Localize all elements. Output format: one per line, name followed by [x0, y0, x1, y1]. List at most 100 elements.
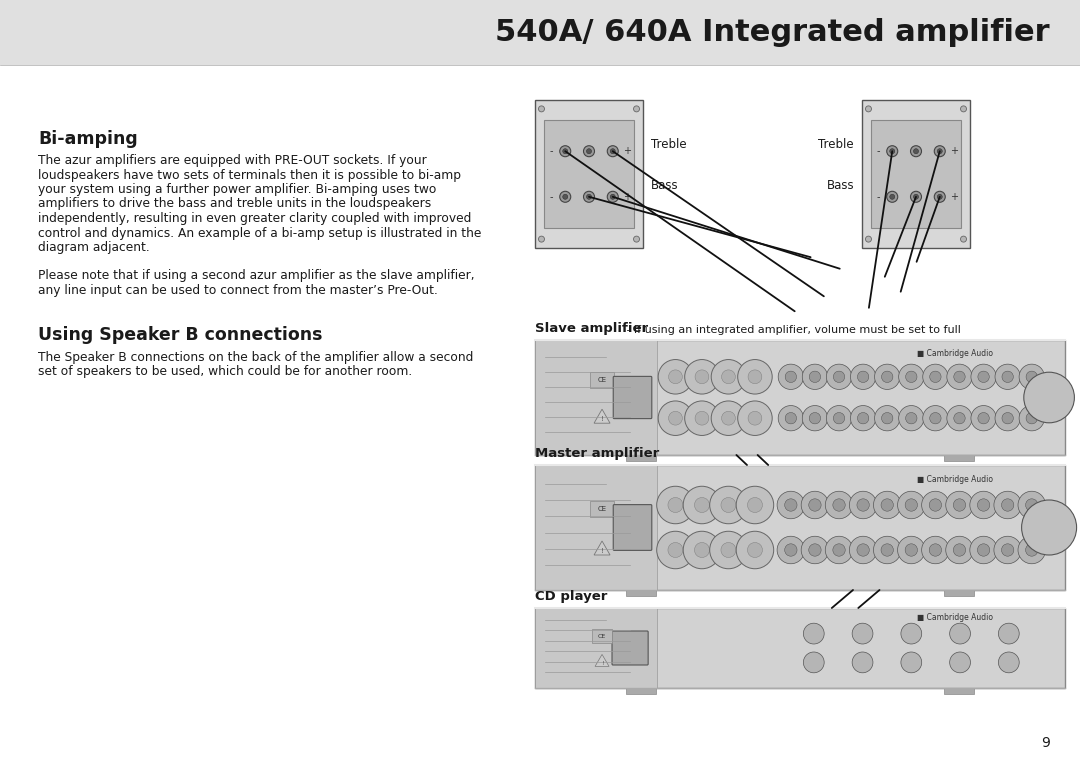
Circle shape	[929, 499, 942, 511]
Circle shape	[779, 406, 804, 431]
Circle shape	[737, 486, 773, 523]
Text: Master amplifier: Master amplifier	[535, 447, 659, 460]
Circle shape	[710, 531, 747, 568]
Circle shape	[721, 411, 735, 425]
Circle shape	[881, 413, 893, 424]
Circle shape	[658, 401, 692, 436]
Circle shape	[834, 371, 845, 382]
Circle shape	[586, 195, 592, 199]
Bar	[944, 455, 974, 461]
Bar	[626, 590, 656, 596]
Text: +: +	[949, 192, 958, 201]
Circle shape	[785, 499, 797, 511]
Circle shape	[748, 411, 761, 425]
Circle shape	[634, 106, 639, 112]
Circle shape	[607, 192, 618, 202]
Circle shape	[998, 652, 1020, 673]
Circle shape	[559, 146, 570, 156]
Text: Bass: Bass	[651, 179, 678, 192]
Text: diagram adjacent.: diagram adjacent.	[38, 241, 150, 254]
Circle shape	[995, 406, 1021, 431]
Circle shape	[934, 146, 945, 156]
Circle shape	[881, 371, 893, 382]
Bar	[535, 608, 657, 688]
Circle shape	[897, 491, 926, 519]
Circle shape	[897, 536, 926, 564]
Circle shape	[995, 364, 1021, 389]
Circle shape	[914, 149, 918, 153]
Circle shape	[610, 149, 616, 153]
Circle shape	[737, 531, 773, 568]
Bar	[535, 340, 657, 455]
Circle shape	[669, 411, 683, 425]
Circle shape	[834, 413, 845, 424]
Circle shape	[954, 544, 966, 556]
Circle shape	[1026, 413, 1038, 424]
Text: 540A/ 640A Integrated amplifier: 540A/ 640A Integrated amplifier	[496, 18, 1050, 47]
Circle shape	[954, 371, 966, 382]
Circle shape	[658, 359, 692, 394]
Circle shape	[947, 406, 972, 431]
Circle shape	[977, 499, 989, 511]
Polygon shape	[594, 541, 610, 555]
Circle shape	[586, 149, 592, 153]
Circle shape	[669, 370, 683, 384]
Bar	[626, 455, 656, 461]
Circle shape	[852, 623, 873, 644]
Circle shape	[778, 491, 805, 519]
Circle shape	[826, 406, 852, 431]
Circle shape	[946, 491, 973, 519]
Bar	[592, 629, 612, 643]
Circle shape	[685, 401, 719, 436]
Circle shape	[921, 491, 949, 519]
Bar	[535, 100, 643, 248]
Text: loudspeakers have two sets of terminals then it is possible to bi-amp: loudspeakers have two sets of terminals …	[38, 169, 461, 182]
Circle shape	[905, 544, 918, 556]
Circle shape	[721, 542, 735, 558]
Circle shape	[607, 146, 618, 156]
FancyBboxPatch shape	[613, 376, 652, 419]
Circle shape	[947, 364, 972, 389]
Circle shape	[998, 623, 1020, 644]
Circle shape	[901, 652, 921, 673]
Circle shape	[1018, 491, 1045, 519]
Circle shape	[970, 536, 997, 564]
Circle shape	[1026, 544, 1038, 556]
Circle shape	[901, 623, 921, 644]
Circle shape	[906, 413, 917, 424]
Circle shape	[881, 499, 893, 511]
Polygon shape	[595, 655, 609, 666]
Circle shape	[748, 370, 761, 384]
Circle shape	[875, 364, 900, 389]
Text: amplifiers to drive the bass and treble units in the loudspeakers: amplifiers to drive the bass and treble …	[38, 198, 431, 211]
Circle shape	[563, 195, 568, 199]
Circle shape	[563, 149, 568, 153]
Text: Treble: Treble	[651, 138, 687, 151]
Circle shape	[1026, 499, 1038, 511]
Text: CE: CE	[598, 633, 606, 639]
Circle shape	[684, 531, 720, 568]
Circle shape	[694, 497, 710, 513]
Circle shape	[826, 364, 852, 389]
Text: CE: CE	[597, 506, 607, 512]
Circle shape	[825, 536, 853, 564]
Text: -: -	[877, 192, 880, 201]
Circle shape	[583, 146, 594, 156]
Bar	[626, 688, 656, 694]
Circle shape	[801, 491, 828, 519]
Circle shape	[890, 195, 894, 199]
Circle shape	[802, 364, 827, 389]
Circle shape	[833, 499, 846, 511]
Circle shape	[809, 371, 821, 382]
Text: Treble: Treble	[819, 138, 854, 151]
Circle shape	[852, 652, 873, 673]
FancyBboxPatch shape	[613, 504, 652, 550]
Circle shape	[559, 192, 570, 202]
Circle shape	[906, 371, 917, 382]
Circle shape	[977, 413, 989, 424]
Circle shape	[960, 236, 967, 242]
Text: any line input can be used to connect from the master’s Pre-Out.: any line input can be used to connect fr…	[38, 284, 437, 297]
Circle shape	[850, 406, 876, 431]
Circle shape	[930, 413, 941, 424]
Circle shape	[696, 370, 708, 384]
